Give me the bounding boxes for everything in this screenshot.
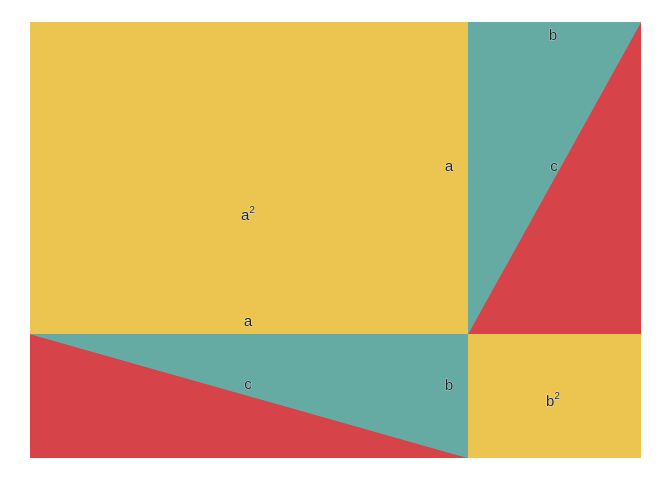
label-c-lower-hypotenuse: c — [244, 376, 252, 393]
label-b-squared: b2 — [546, 391, 560, 410]
label-b-lower: b — [445, 377, 453, 394]
label-c-upper-hypotenuse: c — [550, 158, 558, 175]
b-square-region — [468, 334, 641, 458]
lower-left-red-triangle — [30, 334, 468, 458]
upper-right-red-triangle — [468, 22, 641, 334]
label-a-squared: a2 — [241, 205, 255, 224]
label-b-top: b — [549, 27, 557, 44]
label-a-right-side: a — [445, 158, 454, 175]
a-square-region — [30, 22, 468, 334]
label-a-bottom-side: a — [244, 313, 253, 330]
